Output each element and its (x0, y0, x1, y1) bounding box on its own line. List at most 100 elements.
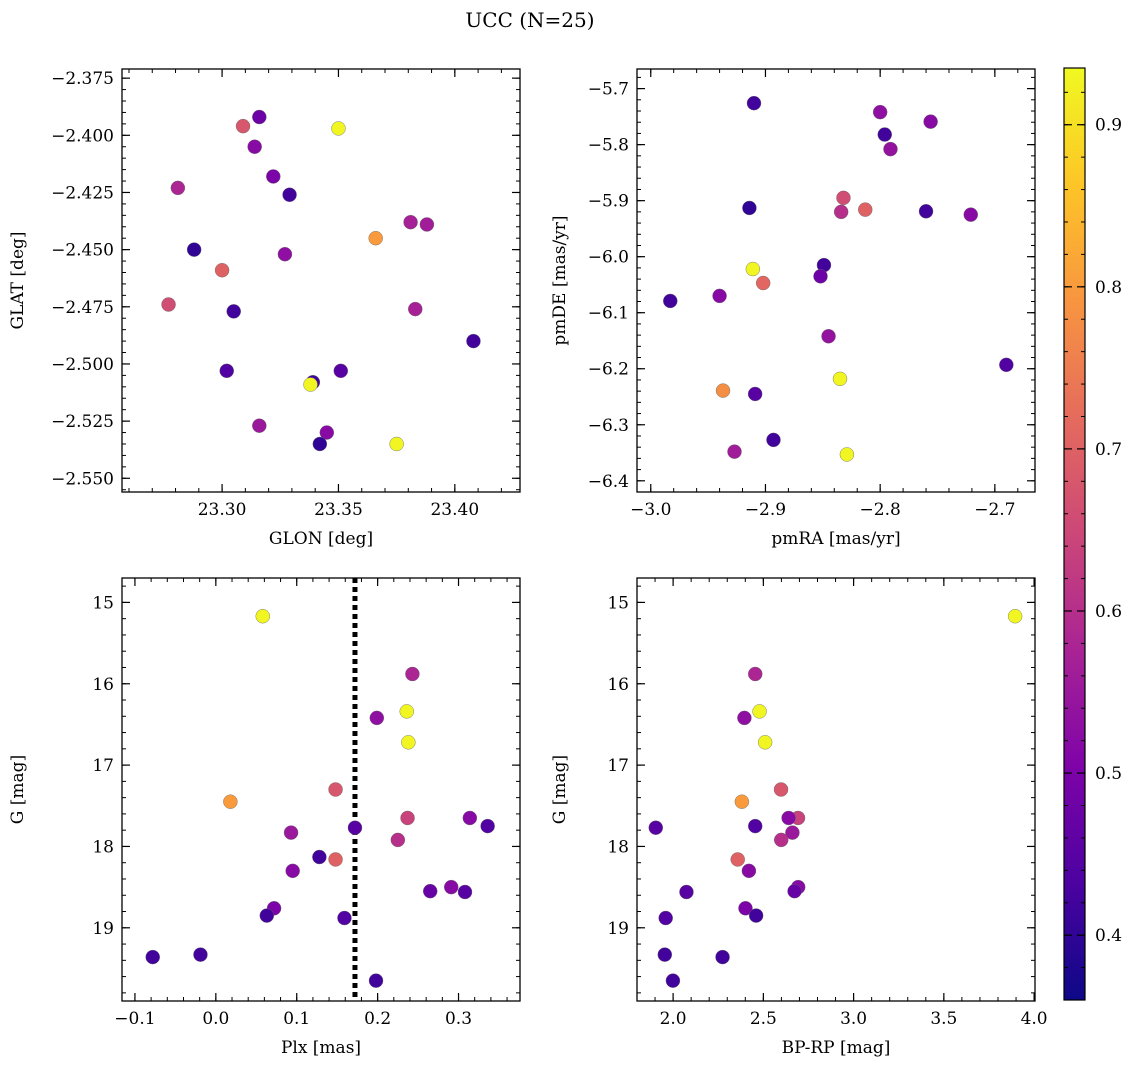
scatter-point (748, 908, 764, 923)
x-tick-label: 0.2 (364, 1009, 391, 1029)
scatter-point (737, 710, 752, 726)
scatter-point (235, 118, 251, 134)
scatter-point (858, 202, 873, 217)
scatter-point (752, 704, 767, 719)
scatter-points (161, 109, 481, 452)
scatter-point (283, 825, 299, 840)
scatter-point (748, 818, 763, 834)
y-tick-label: 16 (607, 675, 629, 695)
colorbar-tick-label: 0.8 (1095, 278, 1122, 298)
scatter-point (757, 735, 773, 750)
scatter-point (746, 95, 762, 111)
colorbar-tick-label: 0.5 (1095, 764, 1122, 784)
scatter-point (282, 187, 297, 202)
y-tick-label: −6.1 (588, 304, 629, 324)
y-tick-label: −5.9 (588, 192, 629, 212)
x-tick-label: −2.9 (745, 500, 786, 520)
x-tick-label: 2.0 (660, 1009, 687, 1029)
scatter-point (161, 297, 176, 312)
scatter-point (648, 820, 663, 835)
scatter-points (648, 609, 1023, 988)
y-axis-label: GLAT [deg] (8, 231, 28, 329)
scatter-point (741, 863, 757, 879)
plot-frame (121, 577, 521, 1002)
scatter-point (369, 710, 385, 726)
scatter-point (319, 425, 335, 440)
x-tick-label: −3.0 (630, 500, 671, 520)
scatter-point (419, 217, 435, 232)
x-axis-label: Plx [mas] (281, 1038, 361, 1058)
scatter-point (368, 973, 384, 988)
x-tick-label: −0.1 (114, 1009, 155, 1029)
colorbar-tick-label: 0.6 (1095, 602, 1122, 622)
y-axis-label: pmDE [mas/yr] (550, 215, 570, 345)
scatter-point (193, 947, 208, 962)
x-tick-label: −2.7 (974, 500, 1015, 520)
x-axis-label: BP-RP [mag] (782, 1038, 891, 1058)
scatter-point (247, 139, 262, 154)
figure-title: UCC (N=25) (465, 8, 594, 32)
panel-pmra-pmde: −3.0 −2.9 −2.8 −2.7 −5.7 −5.8 −5.9 −6.0 −6.1 −6.2… (550, 68, 1036, 549)
scatter-point (403, 214, 418, 230)
y-tick-label: −2.375 (51, 69, 114, 89)
scatter-point (223, 794, 238, 809)
scatter-points (145, 609, 495, 988)
scatter-point (872, 104, 888, 120)
y-tick-label: −2.400 (51, 126, 114, 146)
scatter-point (773, 782, 789, 797)
y-tick-label: −2.500 (51, 355, 114, 375)
scatter-point (480, 818, 495, 834)
scatter-point (787, 883, 802, 899)
scatter-point (658, 910, 673, 926)
scatter-point (745, 261, 761, 277)
scatter-point (774, 832, 789, 848)
scatter-point (390, 832, 406, 848)
scatter-point (399, 704, 414, 719)
x-tick-label: 0.3 (445, 1009, 472, 1029)
x-axis-label: GLON [deg] (269, 529, 373, 549)
minor-ticks (122, 578, 520, 1001)
colorbar-gradient (1063, 67, 1086, 1001)
y-tick-label: 15 (607, 593, 629, 613)
y-tick-label: −5.8 (588, 136, 629, 156)
scatter-point (186, 242, 202, 257)
y-axis-label: G [mag] (550, 755, 570, 824)
scatter-point (328, 852, 343, 867)
panel-glon-glat: 23.30 23.35 23.40 −2.375 −2.400 −2.425 −2.450 −… (8, 68, 521, 549)
y-tick-label: −2.475 (51, 298, 114, 318)
scatter-point (781, 810, 796, 826)
scatter-point (219, 363, 234, 379)
y-axis-label: G [mag] (8, 755, 28, 824)
scatter-point (734, 794, 750, 809)
scatter-point (462, 810, 478, 826)
x-tick-label: 3.5 (930, 1009, 957, 1029)
scatter-point (368, 230, 383, 246)
scatter-point (963, 207, 978, 222)
scatter-point (337, 910, 352, 926)
scatter-point (303, 377, 318, 392)
scatter-point (401, 735, 416, 750)
scatter-point (252, 109, 267, 125)
x-tick-label: 23.30 (198, 500, 247, 520)
scatter-point (923, 114, 938, 129)
scatter-point (255, 609, 270, 624)
scatter-point (347, 820, 363, 835)
scatter-point (331, 121, 346, 136)
y-tick-label: −2.550 (51, 469, 114, 489)
scatter-point (400, 810, 415, 826)
y-tick-label: 18 (607, 837, 629, 857)
plot-frame (636, 577, 1036, 1002)
colorbar-tick-label: 0.7 (1095, 440, 1122, 460)
scatter-point (214, 263, 230, 278)
y-tick-label: 15 (92, 593, 114, 613)
y-tick-label: −6.4 (588, 472, 629, 492)
colorbar-tick-label: 0.4 (1095, 926, 1122, 946)
scatter-point (918, 204, 934, 219)
scatter-point (285, 863, 300, 879)
scatter-point (408, 301, 423, 317)
y-tick-label: 19 (607, 919, 629, 939)
scatter-point (821, 329, 836, 344)
scatter-point (999, 357, 1014, 373)
scatter-point (312, 436, 328, 452)
